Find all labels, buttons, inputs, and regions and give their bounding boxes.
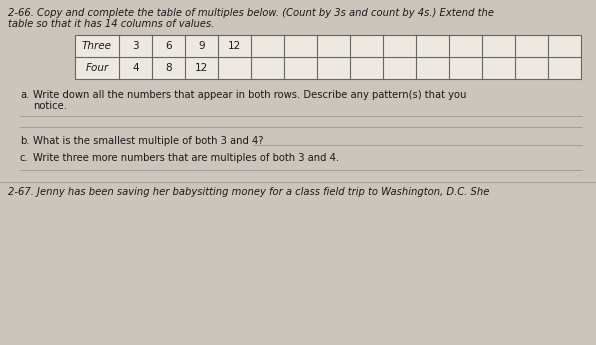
Text: table so that it has 14 columns of values.: table so that it has 14 columns of value…: [8, 19, 215, 29]
Text: notice.: notice.: [33, 101, 67, 111]
Bar: [75, 35, 581, 79]
Text: Write down all the numbers that appear in both rows. Describe any pattern(s) tha: Write down all the numbers that appear i…: [33, 90, 467, 100]
Text: 2-66. Copy and complete the table of multiples below. (Count by 3s and count by : 2-66. Copy and complete the table of mul…: [8, 8, 494, 18]
Text: c.: c.: [20, 153, 29, 163]
Text: Write three more numbers that are multiples of both 3 and 4.: Write three more numbers that are multip…: [33, 153, 339, 163]
Text: What is the smallest multiple of both 3 and 4?: What is the smallest multiple of both 3 …: [33, 136, 263, 146]
Text: Four: Four: [85, 63, 108, 73]
Text: 12: 12: [228, 41, 241, 51]
Text: 6: 6: [165, 41, 172, 51]
Text: 2-67. Jenny has been saving her babysitting money for a class field trip to Wash: 2-67. Jenny has been saving her babysitt…: [8, 187, 489, 197]
Text: 8: 8: [165, 63, 172, 73]
Text: a.: a.: [20, 90, 29, 100]
Text: b.: b.: [20, 136, 29, 146]
Text: 12: 12: [195, 63, 208, 73]
Text: 4: 4: [132, 63, 139, 73]
Text: Three: Three: [82, 41, 112, 51]
Text: 9: 9: [198, 41, 205, 51]
Text: 3: 3: [132, 41, 139, 51]
